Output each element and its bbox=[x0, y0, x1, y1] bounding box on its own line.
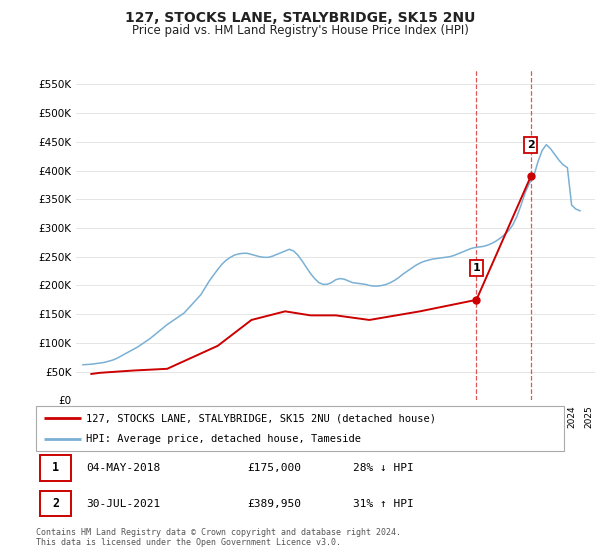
Text: 127, STOCKS LANE, STALYBRIDGE, SK15 2NU: 127, STOCKS LANE, STALYBRIDGE, SK15 2NU bbox=[125, 11, 475, 25]
Text: 1: 1 bbox=[473, 263, 480, 273]
Bar bbox=[40, 455, 71, 480]
Text: £175,000: £175,000 bbox=[247, 463, 301, 473]
Text: 127, STOCKS LANE, STALYBRIDGE, SK15 2NU (detached house): 127, STOCKS LANE, STALYBRIDGE, SK15 2NU … bbox=[86, 413, 436, 423]
Text: 31% ↑ HPI: 31% ↑ HPI bbox=[353, 498, 413, 508]
Text: 1: 1 bbox=[52, 461, 59, 474]
Text: 2: 2 bbox=[52, 497, 59, 510]
Text: 30-JUL-2021: 30-JUL-2021 bbox=[86, 498, 160, 508]
Bar bbox=[40, 491, 71, 516]
Text: Price paid vs. HM Land Registry's House Price Index (HPI): Price paid vs. HM Land Registry's House … bbox=[131, 24, 469, 36]
Text: Contains HM Land Registry data © Crown copyright and database right 2024.
This d: Contains HM Land Registry data © Crown c… bbox=[36, 528, 401, 547]
Text: 04-MAY-2018: 04-MAY-2018 bbox=[86, 463, 160, 473]
Text: HPI: Average price, detached house, Tameside: HPI: Average price, detached house, Tame… bbox=[86, 433, 361, 444]
Text: 2: 2 bbox=[527, 140, 535, 150]
Text: 28% ↓ HPI: 28% ↓ HPI bbox=[353, 463, 413, 473]
Text: £389,950: £389,950 bbox=[247, 498, 301, 508]
